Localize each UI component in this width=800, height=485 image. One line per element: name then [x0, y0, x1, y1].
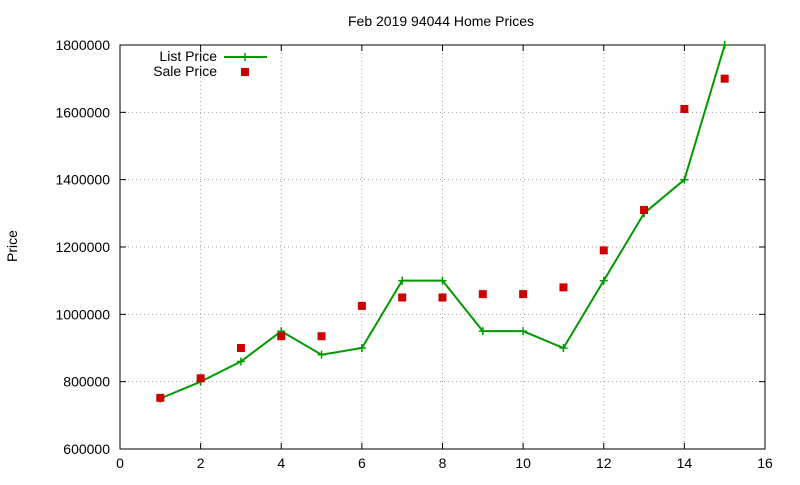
- sale-price-point: [599, 246, 608, 255]
- list-price-point: [519, 327, 528, 336]
- y-tick-label: 1200000: [55, 239, 110, 255]
- x-tick-label: 4: [277, 455, 285, 471]
- y-tick-label: 1400000: [55, 172, 110, 188]
- y-tick-label: 600000: [63, 441, 110, 457]
- legend-swatch-sale-price: [241, 68, 249, 76]
- list-price-point: [478, 327, 487, 336]
- y-axis-label: Price: [4, 230, 20, 262]
- list-price-point: [680, 175, 689, 184]
- ticks-layer: 0 2 4 6 8 10 12 14 16 600000 800000 1000000 1200000 1…: [55, 37, 773, 471]
- list-price-point: [398, 276, 407, 285]
- list-price-point: [357, 344, 366, 352]
- y-tick-label: 800000: [63, 374, 110, 390]
- list-price-point: [236, 357, 245, 366]
- sale-price-point: [357, 301, 366, 310]
- x-tick-label: 6: [358, 455, 366, 471]
- x-tick-label: 0: [116, 455, 124, 471]
- y-tick-label: 1600000: [55, 104, 110, 120]
- chart-title: Feb 2019 94044 Home Prices: [348, 13, 534, 29]
- list-price-point: [599, 276, 608, 285]
- sale-price-point: [317, 332, 326, 341]
- sale-price-point: [156, 393, 165, 402]
- sale-price-point: [720, 74, 729, 83]
- list-price-point: [317, 350, 326, 359]
- y-tick-label: 1800000: [55, 37, 110, 53]
- y-tick-label: 1000000: [55, 306, 110, 322]
- sale-price-point: [680, 104, 689, 113]
- legend-label-list-price: List Price: [159, 48, 217, 64]
- x-tick-label: 8: [439, 455, 447, 471]
- sale-price-point: [236, 344, 245, 352]
- list-price-point: [559, 344, 568, 352]
- sale-price-point: [277, 332, 286, 341]
- list-price-point: [438, 276, 447, 285]
- sale-price-point: [196, 374, 205, 383]
- sale-price-point: [640, 205, 649, 214]
- x-tick-label: 16: [757, 455, 773, 471]
- grid-layer: [120, 45, 765, 449]
- x-tick-label: 10: [515, 455, 531, 471]
- x-tick-label: 12: [596, 455, 612, 471]
- list-price-point: [720, 41, 729, 49]
- series-layer: [156, 41, 729, 403]
- x-tick-label: 14: [677, 455, 693, 471]
- sale-price-point: [398, 293, 407, 302]
- sale-price-point: [478, 290, 487, 299]
- sale-price-point: [559, 283, 568, 292]
- sale-price-point: [519, 290, 528, 299]
- sale-price-point: [438, 293, 447, 302]
- legend-label-sale-price: Sale Price: [153, 63, 217, 79]
- x-tick-label: 2: [197, 455, 205, 471]
